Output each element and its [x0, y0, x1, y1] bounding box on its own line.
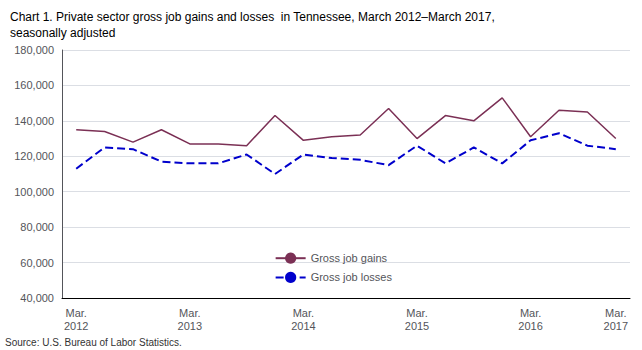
- svg-text:80,000: 80,000: [20, 221, 54, 233]
- svg-text:Mar.: Mar.: [293, 307, 314, 319]
- svg-text:Mar.: Mar.: [520, 307, 541, 319]
- svg-text:100,000: 100,000: [14, 186, 54, 198]
- svg-text:Mar.: Mar.: [65, 307, 86, 319]
- svg-text:2013: 2013: [178, 320, 202, 332]
- svg-text:180,000: 180,000: [14, 44, 54, 56]
- svg-text:Mar.: Mar.: [406, 307, 427, 319]
- svg-text:140,000: 140,000: [14, 115, 54, 127]
- svg-text:2016: 2016: [518, 320, 542, 332]
- svg-text:2012: 2012: [64, 320, 88, 332]
- svg-text:Gross job gains: Gross job gains: [311, 252, 388, 264]
- svg-text:2015: 2015: [405, 320, 429, 332]
- svg-text:Gross job losses: Gross job losses: [311, 271, 393, 283]
- svg-text:120,000: 120,000: [14, 150, 54, 162]
- svg-text:seasonally adjusted: seasonally adjusted: [10, 26, 115, 40]
- svg-text:Mar.: Mar.: [179, 307, 200, 319]
- svg-text:60,000: 60,000: [20, 257, 54, 269]
- svg-text:160,000: 160,000: [14, 79, 54, 91]
- svg-text:40,000: 40,000: [20, 292, 54, 304]
- svg-text:2017: 2017: [604, 320, 628, 332]
- svg-text:2014: 2014: [291, 320, 315, 332]
- svg-text:Mar.: Mar.: [605, 307, 626, 319]
- svg-text:Chart 1. Private sector gross: Chart 1. Private sector gross job gains …: [10, 10, 495, 24]
- svg-text:Source: U.S. Bureau of Labor S: Source: U.S. Bureau of Labor Statistics.: [5, 337, 182, 348]
